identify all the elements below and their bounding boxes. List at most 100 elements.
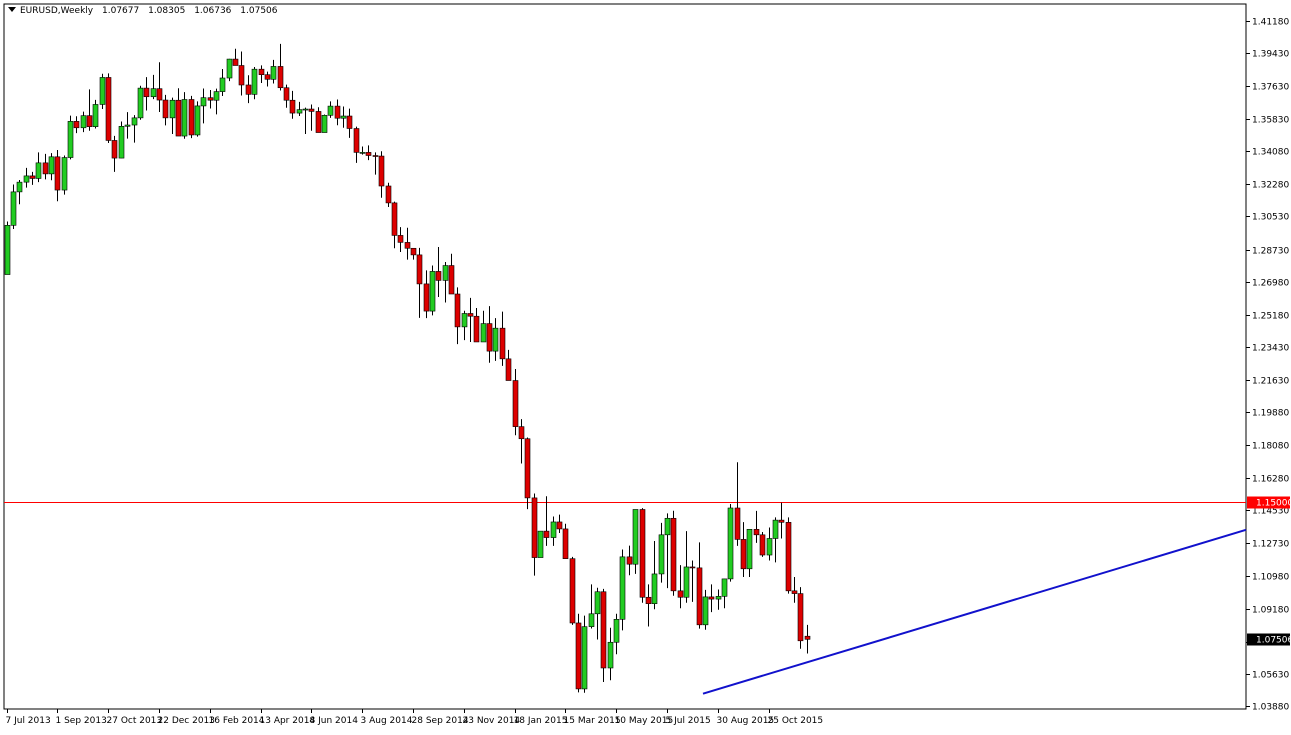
bull-candle[interactable] xyxy=(213,91,220,101)
collapse-triangle-icon[interactable] xyxy=(8,7,16,12)
bull-candle[interactable] xyxy=(766,538,773,556)
bear-candle[interactable] xyxy=(797,593,804,642)
bear-candle[interactable] xyxy=(505,358,512,381)
bull-candle[interactable] xyxy=(594,591,601,615)
bear-candle[interactable] xyxy=(778,519,785,523)
bull-candle[interactable] xyxy=(550,521,557,538)
bear-candle[interactable] xyxy=(569,558,576,624)
bull-candle[interactable] xyxy=(721,578,728,597)
bear-candle[interactable] xyxy=(188,99,195,136)
bull-candle[interactable] xyxy=(359,152,366,154)
bear-candle[interactable] xyxy=(315,111,322,133)
bear-candle[interactable] xyxy=(207,97,214,101)
bear-candle[interactable] xyxy=(54,156,61,191)
bear-candle[interactable] xyxy=(467,313,474,317)
bear-candle[interactable] xyxy=(410,247,417,256)
bear-candle[interactable] xyxy=(677,590,684,598)
bear-candle[interactable] xyxy=(232,58,239,66)
bear-candle[interactable] xyxy=(524,438,531,499)
bear-candle[interactable] xyxy=(562,528,569,559)
bull-candle[interactable] xyxy=(715,596,722,600)
bear-candle[interactable] xyxy=(670,517,677,592)
bear-candle[interactable] xyxy=(512,380,519,427)
bear-candle[interactable] xyxy=(385,185,392,204)
bull-candle[interactable] xyxy=(442,265,449,281)
bull-candle[interactable] xyxy=(429,271,436,312)
bull-candle[interactable] xyxy=(99,77,106,105)
bull-candle[interactable] xyxy=(746,529,753,570)
bull-candle[interactable] xyxy=(727,507,734,580)
bear-candle[interactable] xyxy=(245,84,252,95)
bear-candle[interactable] xyxy=(334,105,341,119)
bull-candle[interactable] xyxy=(588,613,595,627)
bear-candle[interactable] xyxy=(42,162,49,175)
bull-candle[interactable] xyxy=(581,626,588,690)
bull-candle[interactable] xyxy=(4,225,11,275)
bear-candle[interactable] xyxy=(531,497,538,558)
bull-candle[interactable] xyxy=(67,121,74,158)
bull-candle[interactable] xyxy=(124,124,131,127)
bull-candle[interactable] xyxy=(537,530,544,558)
bull-candle[interactable] xyxy=(664,517,671,536)
bear-candle[interactable] xyxy=(645,596,652,604)
bear-candle[interactable] xyxy=(378,155,385,187)
bear-candle[interactable] xyxy=(372,155,379,157)
bear-candle[interactable] xyxy=(454,293,461,328)
bull-candle[interactable] xyxy=(270,66,277,80)
bear-candle[interactable] xyxy=(111,140,118,159)
bear-candle[interactable] xyxy=(499,327,506,360)
bear-candle[interactable] xyxy=(86,115,93,127)
bull-candle[interactable] xyxy=(658,534,665,575)
bull-candle[interactable] xyxy=(702,596,709,626)
bear-candle[interactable] xyxy=(156,88,163,101)
bear-candle[interactable] xyxy=(543,530,550,538)
bear-candle[interactable] xyxy=(473,315,480,343)
bull-candle[interactable] xyxy=(327,105,334,116)
bear-candle[interactable] xyxy=(346,115,353,129)
bear-candle[interactable] xyxy=(696,567,703,626)
bear-candle[interactable] xyxy=(639,509,646,598)
bear-candle[interactable] xyxy=(804,635,811,640)
bear-candle[interactable] xyxy=(448,265,455,295)
bull-candle[interactable] xyxy=(61,157,68,191)
bull-candle[interactable] xyxy=(181,99,188,137)
bear-candle[interactable] xyxy=(435,271,442,281)
bull-candle[interactable] xyxy=(492,327,499,352)
bear-candle[interactable] xyxy=(423,283,430,312)
bear-candle[interactable] xyxy=(308,108,315,112)
bear-candle[interactable] xyxy=(600,591,607,669)
bull-candle[interactable] xyxy=(480,323,487,343)
bull-candle[interactable] xyxy=(632,509,639,565)
bull-candle[interactable] xyxy=(226,58,233,79)
bear-candle[interactable] xyxy=(753,529,760,536)
bull-candle[interactable] xyxy=(16,181,23,193)
bear-candle[interactable] xyxy=(575,622,582,690)
bear-candle[interactable] xyxy=(143,87,150,98)
bear-candle[interactable] xyxy=(391,202,398,236)
bull-candle[interactable] xyxy=(772,519,779,539)
bull-candle[interactable] xyxy=(461,313,468,328)
bear-candle[interactable] xyxy=(791,590,798,594)
bull-candle[interactable] xyxy=(150,88,157,98)
bear-candle[interactable] xyxy=(175,99,182,137)
bull-candle[interactable] xyxy=(651,573,658,604)
bear-candle[interactable] xyxy=(734,507,741,540)
bear-candle[interactable] xyxy=(105,77,112,141)
bear-candle[interactable] xyxy=(740,539,747,570)
bull-candle[interactable] xyxy=(321,114,328,133)
bull-candle[interactable] xyxy=(48,156,55,175)
bull-candle[interactable] xyxy=(92,104,99,127)
bear-candle[interactable] xyxy=(556,521,563,530)
bear-candle[interactable] xyxy=(264,74,271,80)
bull-candle[interactable] xyxy=(131,117,138,126)
bear-candle[interactable] xyxy=(283,87,290,101)
bull-candle[interactable] xyxy=(296,109,303,114)
bear-candle[interactable] xyxy=(759,534,766,556)
trendline[interactable] xyxy=(702,528,1247,695)
bear-candle[interactable] xyxy=(73,121,80,129)
bear-candle[interactable] xyxy=(162,99,169,119)
bear-candle[interactable] xyxy=(397,235,404,243)
bear-candle[interactable] xyxy=(416,254,423,285)
